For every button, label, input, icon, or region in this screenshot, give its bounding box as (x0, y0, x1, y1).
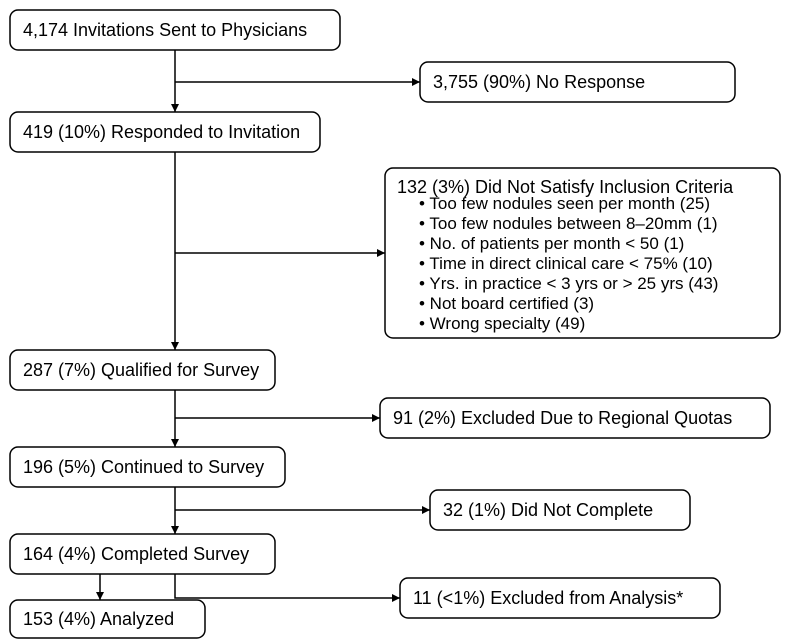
bullet-4: • Yrs. in practice < 3 yrs or > 25 yrs (… (419, 274, 718, 293)
flow-box-n3: 287 (7%) Qualified for Survey (10, 350, 275, 390)
bullet-6: • Wrong specialty (49) (419, 314, 585, 333)
bullet-3: • Time in direct clinical care < 75% (10… (419, 254, 713, 273)
flowchart-svg: 4,174 Invitations Sent to Physicians 3,75… (0, 0, 812, 642)
box-label: 11 (<1%) Excluded from Analysis* (413, 588, 683, 608)
bullet-0: • Too few nodules seen per month (25) (419, 194, 710, 213)
box-label: 91 (2%) Excluded Due to Regional Quotas (393, 408, 732, 428)
flow-box-n2: 419 (10%) Responded to Invitation (10, 112, 320, 152)
flow-box-r5: 11 (<1%) Excluded from Analysis* (400, 578, 720, 618)
bullet-1: • Too few nodules between 8–20mm (1) (419, 214, 718, 233)
flow-box-n5: 164 (4%) Completed Survey (10, 534, 275, 574)
box-label: 153 (4%) Analyzed (23, 609, 174, 629)
box-label: 164 (4%) Completed Survey (23, 544, 249, 564)
box-label: 32 (1%) Did Not Complete (443, 500, 653, 520)
bullet-5: • Not board certified (3) (419, 294, 594, 313)
box-label: 287 (7%) Qualified for Survey (23, 360, 259, 380)
edge-9 (175, 574, 400, 598)
box-label: 196 (5%) Continued to Survey (23, 457, 264, 477)
flow-box-n1: 4,174 Invitations Sent to Physicians (10, 10, 340, 50)
bullet-2: • No. of patients per month < 50 (1) (419, 234, 684, 253)
box-label: 419 (10%) Responded to Invitation (23, 122, 300, 142)
flow-box-r4: 32 (1%) Did Not Complete (430, 490, 690, 530)
box-label: 3,755 (90%) No Response (433, 72, 645, 92)
flow-box-r1: 3,755 (90%) No Response (420, 62, 735, 102)
box-label: 4,174 Invitations Sent to Physicians (23, 20, 307, 40)
flow-box-r3: 91 (2%) Excluded Due to Regional Quotas (380, 398, 770, 438)
flow-box-r2: 132 (3%) Did Not Satisfy Inclusion Crite… (385, 168, 780, 338)
flow-box-n6: 153 (4%) Analyzed (10, 600, 205, 638)
flow-box-n4: 196 (5%) Continued to Survey (10, 447, 285, 487)
